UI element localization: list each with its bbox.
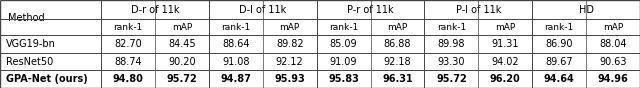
Text: 94.87: 94.87 — [220, 74, 252, 84]
Text: D-r of 11k: D-r of 11k — [131, 5, 179, 15]
Text: Method: Method — [8, 13, 45, 23]
Text: GPA-Net (ours): GPA-Net (ours) — [6, 74, 88, 84]
Text: rank-1: rank-1 — [545, 23, 574, 32]
Text: 93.30: 93.30 — [438, 57, 465, 67]
Text: 94.96: 94.96 — [598, 74, 628, 84]
Text: 95.93: 95.93 — [275, 74, 305, 84]
Text: rank-1: rank-1 — [436, 23, 466, 32]
Text: 86.88: 86.88 — [384, 39, 412, 49]
Text: D-l of 11k: D-l of 11k — [239, 5, 287, 15]
Text: HD: HD — [579, 5, 594, 15]
Text: 94.02: 94.02 — [492, 57, 519, 67]
Text: 91.31: 91.31 — [492, 39, 519, 49]
Text: 95.83: 95.83 — [328, 74, 359, 84]
Text: 96.31: 96.31 — [382, 74, 413, 84]
Text: 91.09: 91.09 — [330, 57, 357, 67]
Text: 94.64: 94.64 — [544, 74, 575, 84]
Text: VGG19-bn: VGG19-bn — [6, 39, 56, 49]
Text: rank-1: rank-1 — [113, 23, 143, 32]
Text: 92.18: 92.18 — [384, 57, 412, 67]
Text: 92.12: 92.12 — [276, 57, 303, 67]
Text: 89.98: 89.98 — [438, 39, 465, 49]
Text: 85.09: 85.09 — [330, 39, 357, 49]
Text: 88.64: 88.64 — [222, 39, 250, 49]
Text: 88.04: 88.04 — [599, 39, 627, 49]
Text: 89.67: 89.67 — [545, 57, 573, 67]
Text: mAP: mAP — [172, 23, 192, 32]
Text: ResNet50: ResNet50 — [6, 57, 53, 67]
Text: mAP: mAP — [387, 23, 408, 32]
Text: rank-1: rank-1 — [221, 23, 250, 32]
Text: 95.72: 95.72 — [436, 74, 467, 84]
Text: P-r of 11k: P-r of 11k — [348, 5, 394, 15]
Text: 84.45: 84.45 — [168, 39, 196, 49]
Text: P-l of 11k: P-l of 11k — [456, 5, 501, 15]
Text: mAP: mAP — [495, 23, 515, 32]
Text: 88.74: 88.74 — [115, 57, 142, 67]
Text: 90.20: 90.20 — [168, 57, 196, 67]
Text: mAP: mAP — [603, 23, 623, 32]
Text: 91.08: 91.08 — [222, 57, 250, 67]
Text: mAP: mAP — [280, 23, 300, 32]
Text: 89.82: 89.82 — [276, 39, 303, 49]
Text: 86.90: 86.90 — [545, 39, 573, 49]
Text: 90.63: 90.63 — [599, 57, 627, 67]
Text: 95.72: 95.72 — [166, 74, 197, 84]
Text: rank-1: rank-1 — [329, 23, 358, 32]
Text: 96.20: 96.20 — [490, 74, 521, 84]
Text: 82.70: 82.70 — [114, 39, 142, 49]
Text: 94.80: 94.80 — [113, 74, 143, 84]
